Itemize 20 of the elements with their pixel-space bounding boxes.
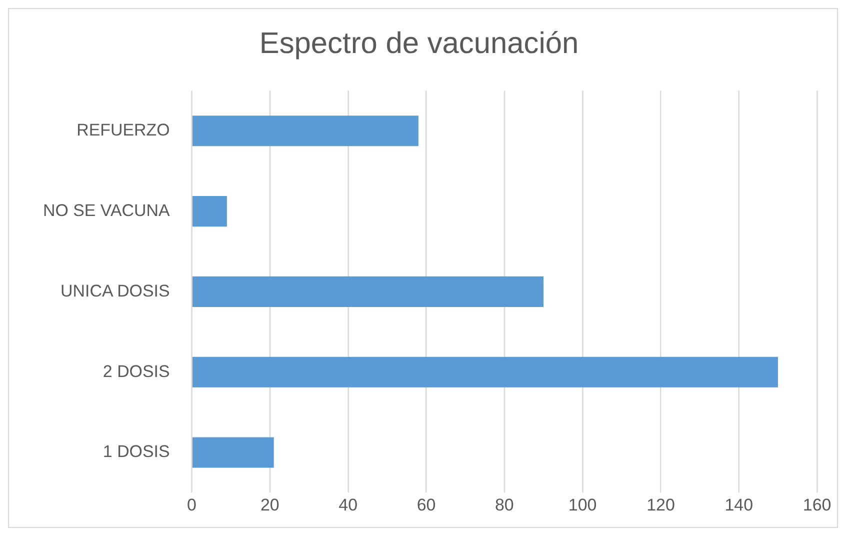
bar <box>192 196 227 227</box>
x-tick-label: 60 <box>416 496 436 515</box>
x-tick-label: 140 <box>724 496 754 515</box>
x-tick-label: 80 <box>494 496 514 515</box>
bar <box>192 356 778 388</box>
y-tick-label: UNICA DOSIS <box>60 281 170 300</box>
x-tick-label: 40 <box>338 496 358 515</box>
y-tick-label: 1 DOSIS <box>102 442 170 462</box>
x-tick-label: 120 <box>646 496 675 515</box>
y-tick-label: REFUERZO <box>76 120 170 140</box>
y-tick-label: 2 DOSIS <box>102 362 170 381</box>
x-tick-label: 20 <box>260 496 280 515</box>
x-tick-label: 0 <box>187 496 196 515</box>
bar <box>192 116 418 146</box>
x-tick-label: 100 <box>568 496 597 515</box>
chart-title: Espectro de vacunación <box>259 27 579 60</box>
bar <box>192 276 544 307</box>
y-tick-label: NO SE VACUNA <box>42 200 171 220</box>
bar <box>192 437 274 468</box>
x-tick-label: 160 <box>802 496 832 515</box>
